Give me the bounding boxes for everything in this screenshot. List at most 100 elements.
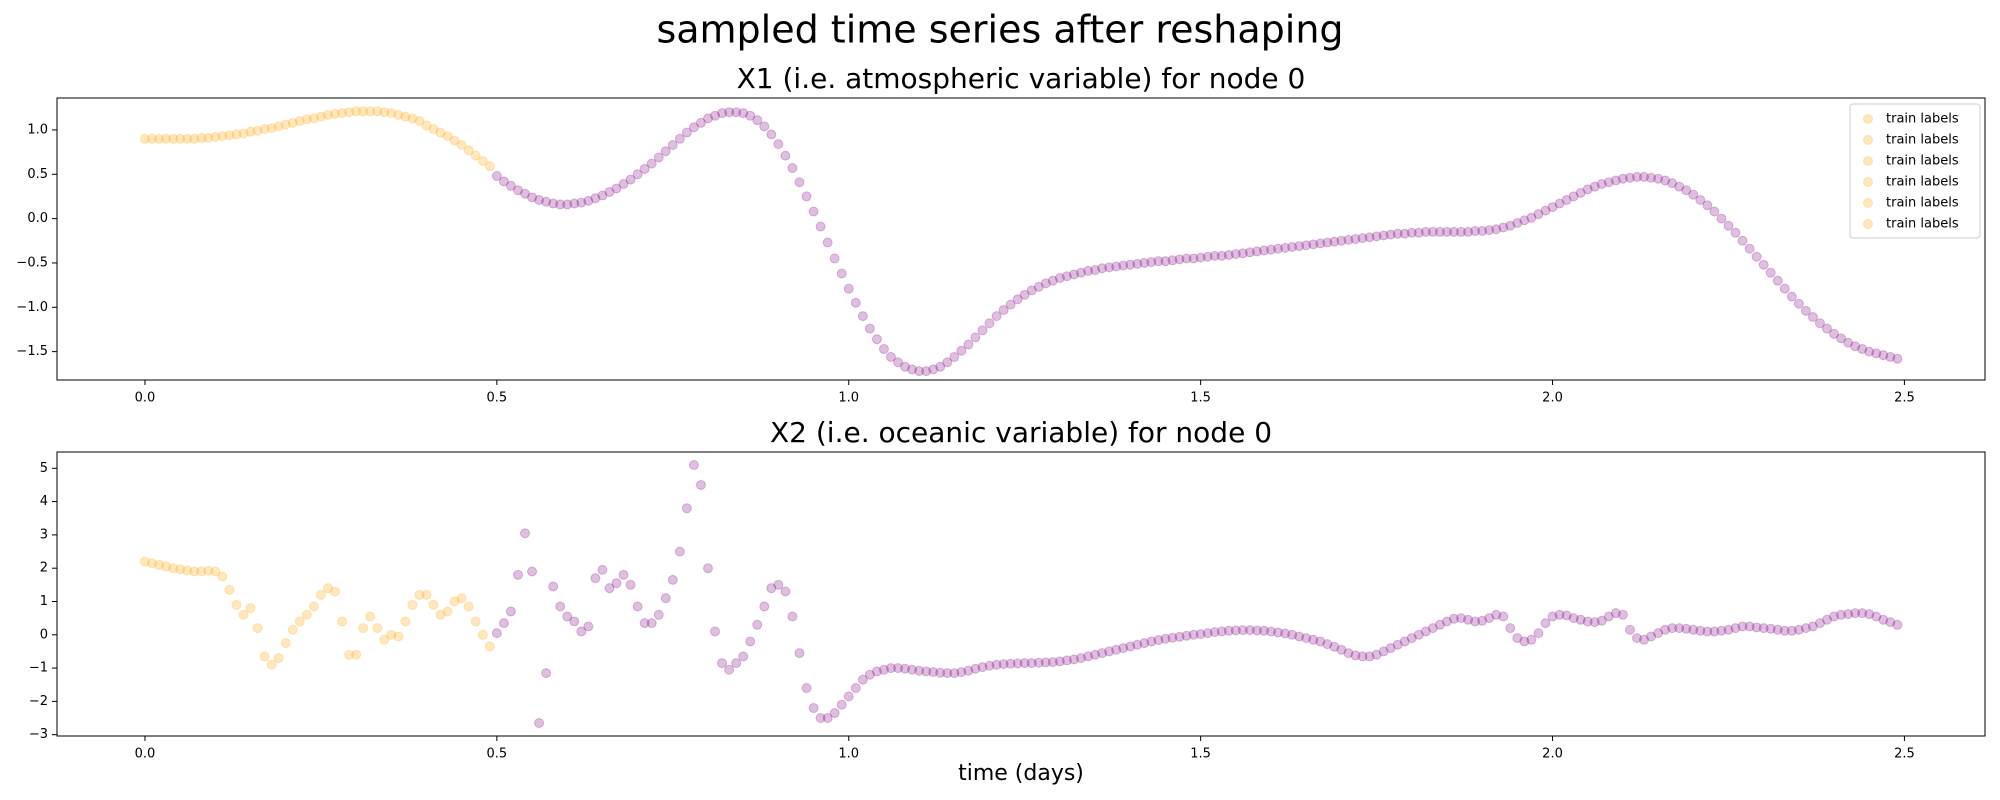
point xyxy=(1772,624,1783,635)
point xyxy=(724,107,735,118)
point xyxy=(351,106,362,117)
point xyxy=(773,139,784,150)
point xyxy=(660,146,671,157)
point xyxy=(1111,261,1122,272)
x-tick-label: 1.5 xyxy=(1190,391,1211,406)
point xyxy=(1012,294,1023,305)
point xyxy=(878,343,889,354)
point xyxy=(871,666,882,677)
point xyxy=(1371,649,1382,660)
point xyxy=(1646,172,1657,183)
point xyxy=(231,599,242,610)
point xyxy=(505,180,516,191)
point xyxy=(942,668,953,679)
point xyxy=(217,571,228,582)
point xyxy=(555,199,566,210)
point xyxy=(1209,627,1220,638)
point xyxy=(470,616,481,627)
y-tick-label: 5 xyxy=(40,461,48,476)
point xyxy=(1646,631,1657,642)
point xyxy=(583,195,594,206)
point xyxy=(1097,648,1108,659)
legend-marker xyxy=(1863,114,1873,124)
point xyxy=(1498,611,1509,622)
point xyxy=(154,133,165,144)
point xyxy=(386,108,397,119)
x-tick-label: 2.5 xyxy=(1894,747,1915,762)
x-tick-label: 2.0 xyxy=(1542,391,1563,406)
point xyxy=(1315,636,1326,647)
point xyxy=(203,565,214,576)
point xyxy=(569,616,580,627)
point xyxy=(1266,626,1277,637)
point xyxy=(1244,625,1255,636)
point xyxy=(1146,257,1157,268)
point xyxy=(1301,633,1312,644)
point xyxy=(1554,609,1565,620)
point xyxy=(1484,613,1495,624)
point xyxy=(1498,222,1509,233)
point xyxy=(512,185,523,196)
point xyxy=(1153,256,1164,267)
point xyxy=(527,192,538,203)
point xyxy=(1505,220,1516,231)
point xyxy=(956,345,967,356)
point xyxy=(1329,641,1340,652)
point xyxy=(252,125,263,136)
point xyxy=(329,586,340,597)
point xyxy=(766,583,777,594)
point xyxy=(1420,226,1431,237)
point xyxy=(681,503,692,514)
x-tick-label: 0.0 xyxy=(135,391,156,406)
point xyxy=(1822,323,1833,334)
point xyxy=(717,108,728,119)
point xyxy=(379,107,390,118)
point xyxy=(1786,625,1797,636)
y-tick-label: −1 xyxy=(29,661,48,676)
point xyxy=(1779,625,1790,636)
point xyxy=(1829,328,1840,339)
x-tick-label: 1.0 xyxy=(838,391,859,406)
point xyxy=(1793,624,1804,635)
point xyxy=(1188,253,1199,264)
point xyxy=(984,660,995,671)
point xyxy=(963,665,974,676)
point xyxy=(1624,172,1635,183)
point xyxy=(175,564,186,575)
point xyxy=(1315,238,1326,249)
point xyxy=(534,194,545,205)
point xyxy=(182,565,193,576)
point xyxy=(963,339,974,350)
point xyxy=(1512,633,1523,644)
point xyxy=(590,573,601,584)
point xyxy=(386,629,397,640)
point xyxy=(1019,289,1030,300)
point xyxy=(900,663,911,674)
point xyxy=(1470,226,1481,237)
point xyxy=(1195,629,1206,640)
point xyxy=(505,606,516,617)
point xyxy=(956,667,967,678)
point xyxy=(1589,181,1600,192)
point xyxy=(1188,629,1199,640)
point xyxy=(576,197,587,208)
point xyxy=(752,115,763,126)
y-tick-label: 0 xyxy=(40,627,48,642)
point xyxy=(731,107,742,118)
point xyxy=(984,318,995,329)
point xyxy=(1850,341,1861,352)
point xyxy=(1892,353,1903,364)
point xyxy=(1406,227,1417,238)
point xyxy=(1104,262,1115,273)
legend-marker xyxy=(1863,177,1873,187)
point xyxy=(688,459,699,470)
point xyxy=(372,623,383,634)
point xyxy=(667,574,678,585)
point xyxy=(1456,226,1467,237)
point xyxy=(1308,634,1319,645)
point xyxy=(1357,233,1368,244)
point xyxy=(1765,623,1776,634)
point xyxy=(1111,644,1122,655)
y-tick-label: −1.5 xyxy=(16,344,48,359)
point xyxy=(660,593,671,604)
